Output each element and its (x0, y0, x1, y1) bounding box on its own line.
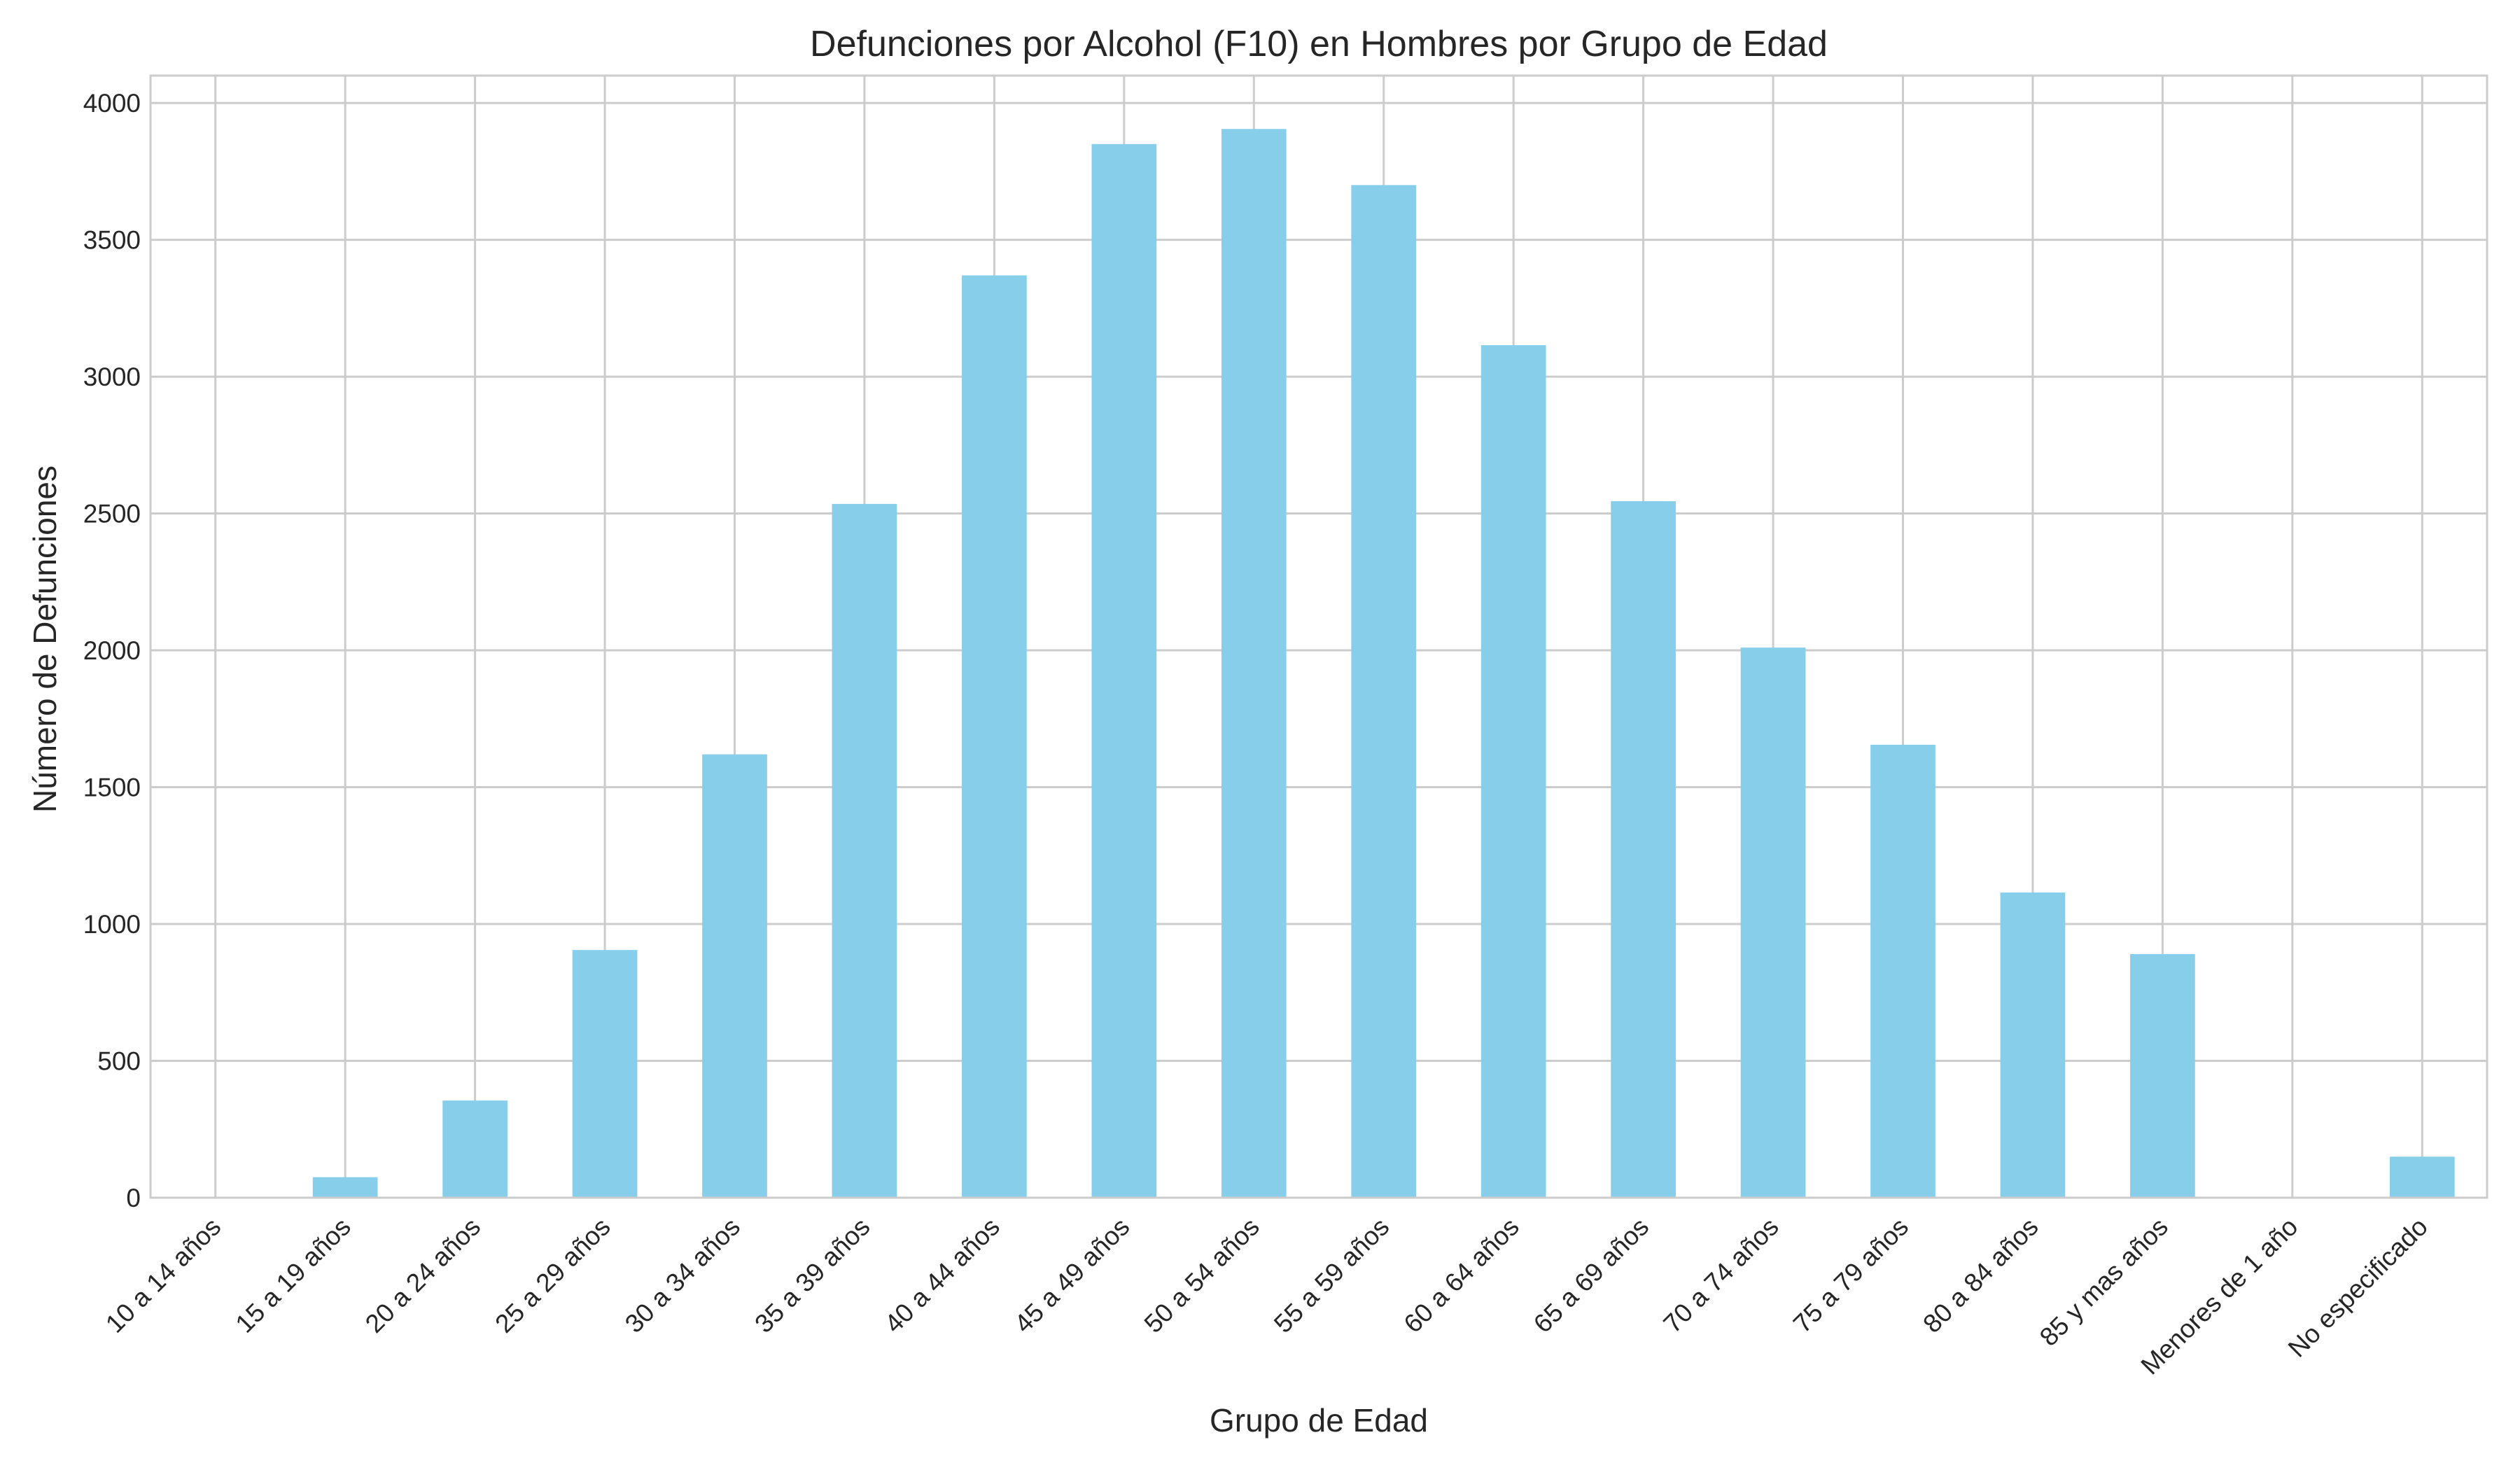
x-tick-label: No especificado (2283, 1212, 2433, 1363)
bar (1480, 345, 1546, 1198)
bar-layer (183, 129, 2455, 1198)
x-tick-label: 80 a 84 años (1917, 1212, 2043, 1338)
x-tick-label: 45 a 49 años (1009, 1212, 1135, 1338)
x-tick-label: 50 a 54 años (1139, 1212, 1265, 1338)
y-tick-label: 3000 (83, 363, 141, 391)
x-axis-label: Grupo de Edad (1210, 1402, 1428, 1438)
bar (832, 503, 897, 1198)
x-tick-layer: 10 a 14 años 15 a 19 años 20 a 24 años 25 a… (100, 1212, 2433, 1380)
x-tick-label: 40 a 44 años (879, 1212, 1005, 1338)
chart-title: Defunciones por Alcohol (F10) en Hombres… (810, 24, 1828, 64)
y-tick-label: 2500 (83, 500, 141, 528)
y-tick-label: 1000 (83, 910, 141, 939)
bar (2389, 1156, 2455, 1198)
bar (1221, 129, 1287, 1198)
bar (1351, 185, 1417, 1198)
bar (312, 1177, 378, 1198)
x-tick-label: 30 a 34 años (620, 1212, 746, 1338)
x-tick-label: 35 a 39 años (749, 1212, 875, 1338)
plot-frame (149, 74, 2488, 1199)
bar (2130, 954, 2195, 1198)
x-tick-label: 65 a 69 años (1528, 1212, 1654, 1338)
x-tick-label: 70 a 74 años (1658, 1212, 1784, 1338)
bar (1091, 144, 1157, 1198)
bar (962, 275, 1027, 1198)
x-tick-label: 15 a 19 años (230, 1212, 356, 1338)
x-tick-label: 20 a 24 años (360, 1212, 486, 1338)
x-tick-label: 55 a 59 años (1268, 1212, 1394, 1338)
x-tick-label: 75 a 79 años (1788, 1212, 1914, 1338)
bar (1870, 744, 1935, 1198)
y-tick-label: 500 (97, 1047, 141, 1076)
bar (2000, 892, 2066, 1198)
y-tick-label: 3500 (83, 226, 141, 255)
x-tick-label: 85 y mas años (2034, 1212, 2174, 1352)
y-tick-layer: 0 500 1000 1500 2000 2500 3000 3500 4000 (83, 89, 141, 1212)
y-tick-label: 1500 (83, 774, 141, 802)
bar (1740, 648, 1806, 1198)
y-axis-label: Número de Defunciones (27, 465, 63, 813)
y-tick-label: 2000 (83, 636, 141, 665)
x-tick-label: 25 a 29 años (489, 1212, 615, 1338)
bar (442, 1100, 507, 1198)
bar (1611, 500, 1676, 1198)
x-tick-label: 60 a 64 años (1399, 1212, 1525, 1338)
bar (702, 754, 767, 1198)
x-tick-label: 10 a 14 años (100, 1212, 226, 1338)
bar (572, 950, 638, 1198)
y-tick-label: 0 (126, 1184, 141, 1212)
y-tick-label: 4000 (83, 89, 141, 118)
